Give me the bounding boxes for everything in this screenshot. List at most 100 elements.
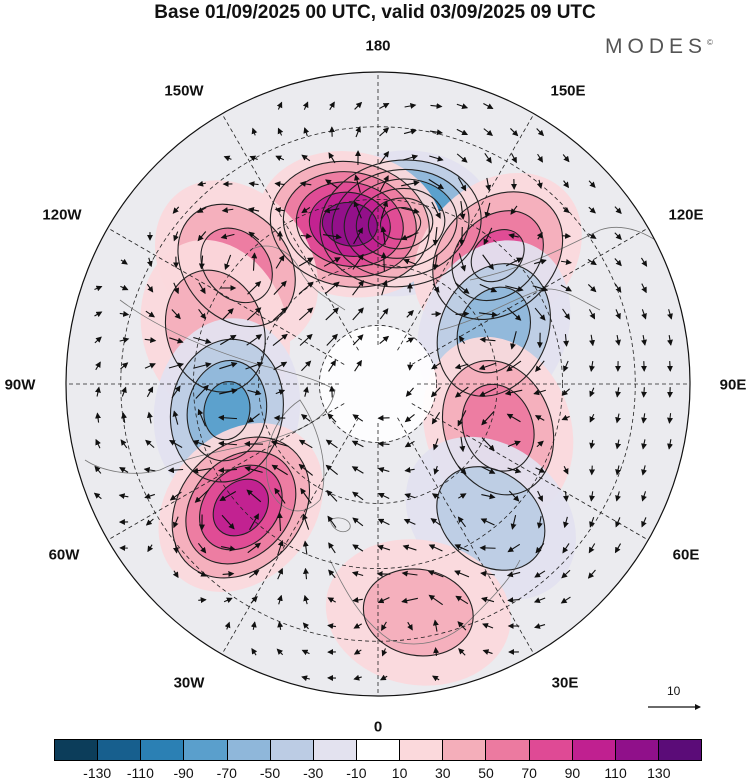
wind-vector	[198, 597, 207, 604]
wind-vector	[250, 621, 257, 630]
wind-vector	[95, 438, 101, 449]
wind-vector	[219, 388, 238, 395]
latitude-circle	[193, 199, 563, 569]
wind-vector	[454, 544, 469, 552]
wind-vector	[377, 466, 390, 473]
wind-vector	[484, 202, 491, 219]
wind-vector	[323, 257, 341, 267]
wind-vector	[480, 570, 495, 577]
wind-vector	[275, 389, 286, 395]
wind-vector	[146, 283, 154, 293]
wind-vector	[560, 259, 572, 265]
wind-vector	[354, 101, 363, 110]
wind-vector	[299, 333, 313, 346]
anomaly-contour	[436, 466, 546, 571]
colorbar-tick-label: -10	[346, 765, 367, 781]
wind-vector	[303, 127, 310, 137]
wind-vector	[479, 283, 498, 293]
brand-logo: MODES©	[605, 35, 713, 59]
anomaly-contour	[456, 286, 531, 374]
anomaly-contour	[212, 478, 269, 537]
wind-vector	[379, 335, 390, 344]
colorbar-tick-label: -30	[303, 765, 324, 781]
wind-vector	[587, 569, 596, 579]
wind-vector	[484, 153, 492, 164]
colorbar-bin	[529, 740, 573, 760]
wind-vector	[667, 335, 673, 346]
wind-vector	[400, 232, 419, 241]
lon-label-150w: 150W	[164, 82, 204, 100]
wind-vector	[456, 128, 469, 136]
wind-vector	[562, 308, 571, 320]
wind-vector	[506, 360, 522, 372]
wind-vector	[454, 386, 469, 398]
lon-label-30e: 30E	[551, 674, 579, 692]
wind-vector	[120, 439, 128, 449]
wind-vector	[172, 516, 179, 529]
wind-vector	[457, 177, 467, 192]
wind-vector	[407, 362, 414, 371]
anomaly-contour	[470, 229, 525, 283]
wind-vector	[506, 413, 521, 423]
wind-vector	[327, 597, 336, 603]
anomaly-contour	[282, 171, 417, 278]
wind-vector	[223, 597, 233, 604]
wind-vector	[220, 233, 235, 240]
wind-vector	[455, 595, 469, 605]
wind-vector	[325, 439, 338, 449]
wind-vector	[172, 410, 179, 425]
wind-vector	[405, 387, 414, 397]
wind-vector	[169, 337, 184, 344]
wind-vector	[379, 151, 390, 165]
wind-vector	[193, 362, 212, 369]
colorbar-bin	[572, 740, 616, 760]
wind-vector	[432, 283, 440, 293]
wind-vector	[323, 207, 340, 214]
wind-vector	[251, 647, 258, 656]
wind-vector	[94, 336, 102, 344]
wind-vector	[298, 307, 314, 321]
colorbar-bin	[486, 740, 530, 760]
wind-vector	[485, 177, 492, 192]
wind-vector	[534, 623, 546, 629]
wind-vector	[615, 465, 622, 476]
anomaly-contour	[436, 263, 551, 397]
colorbar	[54, 739, 702, 761]
wind-vector	[536, 440, 544, 448]
wind-vector	[274, 181, 285, 188]
wind-vector	[198, 308, 207, 320]
wind-vector	[224, 254, 232, 271]
wind-vector	[222, 308, 234, 320]
wind-vector	[404, 102, 417, 109]
wind-vector	[275, 155, 285, 162]
wind-vector	[589, 413, 596, 423]
wind-vector	[379, 175, 389, 193]
wind-vector	[457, 410, 467, 427]
wind-vector	[481, 410, 495, 426]
wind-vector	[479, 336, 496, 343]
anomaly-contour	[432, 191, 564, 320]
wind-vector	[537, 490, 543, 502]
colorbar-tick-label: 50	[478, 765, 494, 781]
wind-vector	[146, 257, 153, 268]
wind-vector	[428, 178, 445, 190]
wind-vector	[589, 334, 596, 347]
wind-vector	[377, 596, 390, 604]
wind-vector	[353, 674, 362, 681]
wind-vector	[380, 226, 387, 245]
wind-vector	[379, 127, 390, 137]
wind-vector	[172, 570, 179, 579]
wind-vector	[303, 594, 310, 605]
coastlines	[84, 226, 681, 645]
polar-cap	[320, 326, 436, 442]
wind-vector	[431, 201, 441, 219]
wind-vector	[221, 207, 234, 214]
wind-vector	[353, 200, 362, 219]
wind-vector	[510, 205, 518, 215]
wind-vector	[401, 570, 418, 577]
wind-vector	[507, 597, 520, 604]
brand-name: MODES	[605, 35, 708, 58]
wind-vector	[119, 467, 129, 473]
wind-vector	[481, 596, 495, 603]
wind-vector	[429, 155, 444, 162]
